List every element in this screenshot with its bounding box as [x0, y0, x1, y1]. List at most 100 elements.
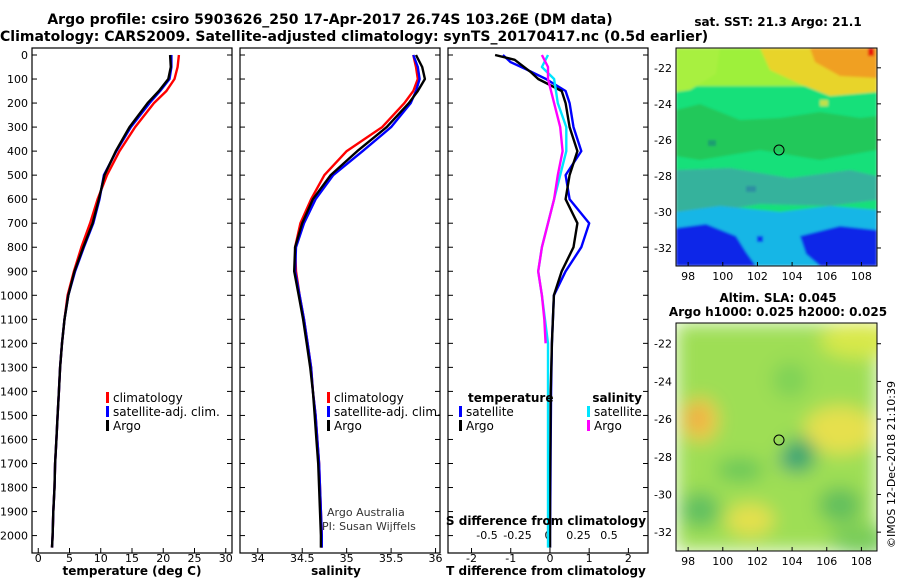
difference-legend: temperature satellite Argo salinity sate…: [459, 391, 642, 433]
depth-tick-label: 700: [7, 217, 28, 230]
legend-marker-s-satellite: [587, 406, 590, 417]
sla-map-axes: 98 100 102 104 106 108 -22 -24 -26 -28 -30 -32: [654, 338, 881, 568]
depth-tick-label: 2000: [0, 530, 28, 543]
header-title: Argo profile: csiro 5903626_250 17-Apr-2…: [47, 12, 613, 28]
x-tick-label: 5: [66, 552, 73, 565]
depth-tick-label: 1800: [0, 482, 28, 495]
float-location-marker: [773, 144, 785, 156]
s-tick-label: -0.5: [476, 529, 497, 542]
depth-tick-label: 1100: [0, 313, 28, 326]
depth-tick-label: 300: [7, 121, 28, 134]
depth-tick-label: 1900: [0, 506, 28, 519]
salinity-legend: climatology satellite-adj. clim. Argo: [327, 391, 441, 433]
float-location-marker: [773, 434, 785, 446]
legend-marker-argo: [327, 420, 330, 431]
series-line-argo: [50, 54, 173, 548]
depth-tick-label: 400: [7, 145, 28, 158]
x-tick-label: 35: [340, 552, 354, 565]
depth-tick-label: 500: [7, 169, 28, 182]
depth-tick-label: 1700: [0, 457, 28, 470]
map-lat-label: -22: [654, 62, 672, 75]
sla-map-subtitle: Argo h1000: 0.025 h2000: 0.025: [669, 305, 887, 319]
map-lon-label: 106: [816, 555, 837, 568]
legend-label-argo: Argo: [334, 419, 362, 433]
difference-xlabel: T difference from climatology: [446, 564, 646, 578]
map-lat-label: -30: [654, 488, 672, 501]
depth-tick-label: 1500: [0, 409, 28, 422]
x-tick-label: 34: [251, 552, 265, 565]
imos-credit: ©IMOS 12-Dec-2018 21:10:39: [885, 381, 898, 548]
map-lat-label: -26: [654, 413, 672, 426]
salinity-xlabel: salinity: [311, 564, 361, 578]
s-tick-label: 0.5: [600, 529, 618, 542]
map-lat-label: -28: [654, 451, 672, 464]
depth-tick-label: 1000: [0, 289, 28, 302]
depth-tick-label: 0: [21, 49, 28, 62]
salinity-frame: [239, 47, 441, 554]
x-tick-label: -1: [505, 552, 516, 565]
x-tick-label: 2: [625, 552, 632, 565]
x-tick-label: 36: [429, 552, 443, 565]
map-lon-label: 108: [851, 555, 872, 568]
temperature-legend: climatology satellite-adj. clim. Argo: [106, 391, 220, 433]
depth-tick-label: 800: [7, 241, 28, 254]
x-tick-label: 1: [586, 552, 593, 565]
depth-tick-label: 200: [7, 97, 28, 110]
series-line-argo: [293, 54, 427, 548]
map-lat-label: -24: [654, 375, 672, 388]
map-lat-label: -22: [654, 338, 672, 351]
depth-tick-label: 1300: [0, 361, 28, 374]
map-lon-label: 100: [712, 555, 733, 568]
legend-label-s-argo: Argo: [594, 419, 622, 433]
legend-label-t-satellite: satellite: [466, 405, 514, 419]
sst-map-title: sat. SST: 21.3 Argo: 21.1: [694, 15, 861, 29]
s-difference-title: S difference from climatology: [446, 514, 646, 528]
x-tick-label: 20: [156, 552, 170, 565]
legend-marker-climatology: [327, 392, 330, 403]
depth-tick-label: 1200: [0, 337, 28, 350]
x-tick-label: -2: [466, 552, 477, 565]
depth-tick-label: 1400: [0, 385, 28, 398]
sla-map-frame: [675, 322, 878, 552]
legend-marker-t-satellite: [459, 406, 462, 417]
map-lon-label: 104: [782, 555, 803, 568]
map-lat-label: -28: [654, 170, 672, 183]
x-tick-label: 0: [35, 552, 42, 565]
series-line-argo-t: [494, 53, 579, 548]
map-lat-label: -26: [654, 134, 672, 147]
map-lon-label: 100: [712, 270, 733, 283]
legend-label-climatology: climatology: [113, 391, 183, 405]
map-lon-label: 102: [747, 555, 768, 568]
map-lon-label: 102: [747, 270, 768, 283]
x-tick-label: 30: [219, 552, 233, 565]
temperature-xlabel: temperature (deg C): [63, 564, 202, 578]
map-lon-label: 98: [681, 555, 695, 568]
s-tick-label: -0.25: [503, 529, 531, 542]
sst-map-frame: [675, 47, 878, 267]
map-lat-label: -24: [654, 98, 672, 111]
legend-marker-argo: [106, 420, 109, 431]
depth-axis: 0100200300400500600700800900100011001200…: [0, 49, 648, 565]
sst-map: [676, 48, 877, 266]
depth-tick-label: 100: [7, 73, 28, 86]
legend-label-argo: Argo: [113, 419, 141, 433]
legend-marker-climatology: [106, 392, 109, 403]
legend-marker-s-argo: [587, 420, 590, 431]
map-lon-label: 98: [681, 270, 695, 283]
map-lon-label: 106: [816, 270, 837, 283]
map-lon-label: 104: [782, 270, 803, 283]
x-tick-label: 15: [125, 552, 139, 565]
x-tick-label: 0: [546, 552, 553, 565]
depth-tick-label: 900: [7, 265, 28, 278]
legend-label-satellite: satellite-adj. clim.: [113, 405, 220, 419]
depth-tick-label: 1600: [0, 433, 28, 446]
credit-pi: PI: Susan Wijffels: [322, 520, 416, 533]
series-line-argo-s: [537, 54, 564, 344]
legend-label-t-argo: Argo: [466, 419, 494, 433]
x-tick-label: 34.5: [290, 552, 315, 565]
legend-label-climatology: climatology: [334, 391, 404, 405]
credit-argo-australia: Argo Australia: [327, 506, 405, 519]
depth-tick-label: 600: [7, 193, 28, 206]
legend-label-s-satellite: satellite: [594, 405, 642, 419]
